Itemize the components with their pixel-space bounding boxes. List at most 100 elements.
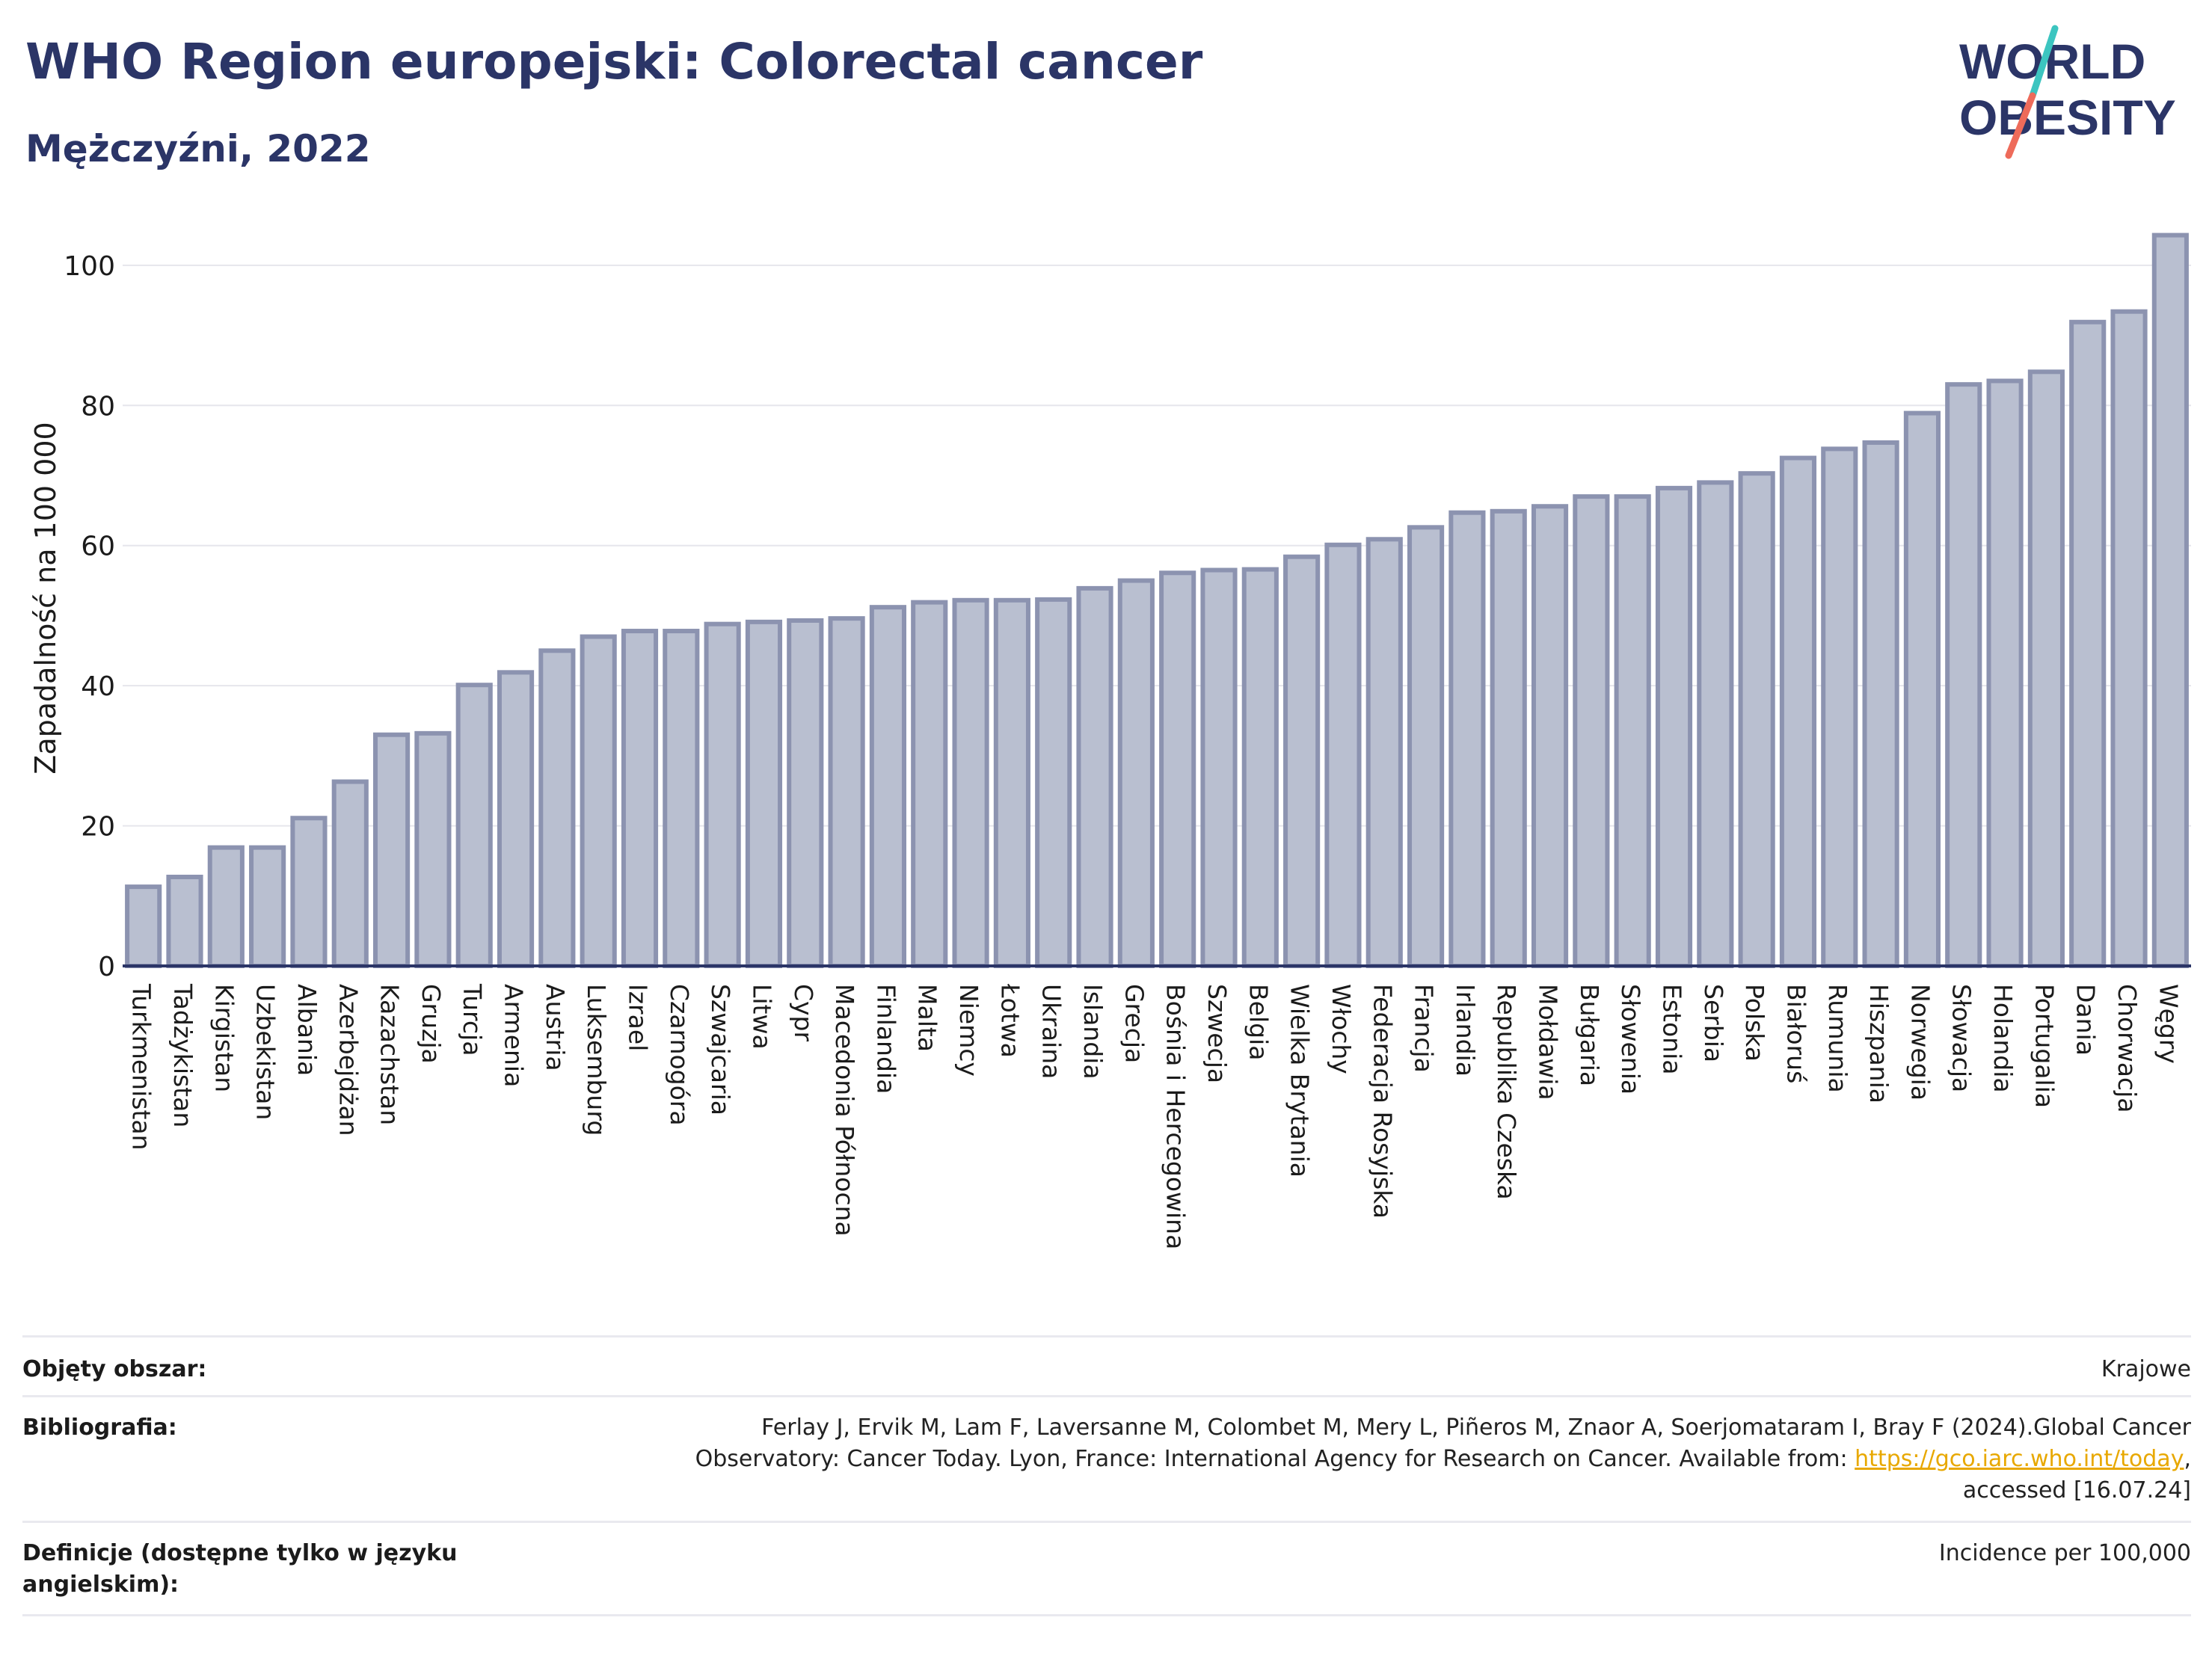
bar xyxy=(373,732,411,968)
x-tick-label: Luksemburg xyxy=(582,984,611,1136)
bar xyxy=(331,779,369,968)
x-tick-label: Łotwa xyxy=(995,983,1024,1058)
chart-title: WHO Region europejski: Colorectal cancer xyxy=(25,33,1203,90)
x-tick-label: Kazachstan xyxy=(375,984,405,1125)
bar xyxy=(745,619,783,968)
x-tick-label: Tadżykistan xyxy=(168,983,197,1127)
bar xyxy=(166,874,203,969)
bar xyxy=(1035,597,1072,968)
footer-label-definitions: Definicje (dostępne tylko w języku angie… xyxy=(22,1540,458,1598)
footer-value-bibliography: Ferlay J, Ervik M, Lam F, Laversanne M, … xyxy=(695,1412,2191,1506)
y-tick-label: 0 xyxy=(98,952,115,982)
bar xyxy=(1117,578,1155,968)
bar xyxy=(1573,494,1610,968)
bar xyxy=(455,683,493,968)
bar xyxy=(1945,382,1982,968)
x-tick-label: Finlandia xyxy=(871,984,900,1094)
x-tick-label: Bułgaria xyxy=(1575,984,1604,1086)
bar xyxy=(1324,542,1362,968)
y-tick-label: 20 xyxy=(81,812,115,843)
bar xyxy=(1531,504,1569,968)
y-tick-label: 60 xyxy=(81,532,115,562)
x-tick-label: Węgry xyxy=(2154,984,2183,1064)
x-tick-label: Izrael xyxy=(624,984,653,1051)
bar xyxy=(621,629,659,968)
x-tick-label: Holandia xyxy=(1988,984,2018,1093)
bar-chart: 0 20 40 60 80 100 Turkmenistan Tadżykistan Kirg… xyxy=(29,233,2191,1249)
chart-subtitle: Mężczyźni, 2022 xyxy=(25,127,371,170)
bar xyxy=(828,616,865,968)
bibliography-line2: Observatory: Cancer Today. Lyon, France:… xyxy=(695,1444,2191,1475)
logo-slash-bottom xyxy=(2005,92,2036,159)
x-tick-label: Irlandia xyxy=(1451,984,1480,1077)
y-tick-labels: 0 20 40 60 80 100 xyxy=(64,251,115,982)
y-tick-label: 100 xyxy=(64,251,115,282)
x-tick-label: Szwecja xyxy=(1202,984,1232,1083)
bar xyxy=(414,730,452,969)
x-tick-label: Wielka Brytania xyxy=(1285,984,1315,1178)
bar xyxy=(1407,525,1445,968)
x-tick-label: Malta xyxy=(913,984,942,1052)
x-tick-label: Gruzja xyxy=(417,984,446,1064)
footer-value-coverage: Krajowe xyxy=(2101,1356,2191,1382)
footer-value-definitions: Incidence per 100,000 xyxy=(1938,1540,2191,1566)
y-axis-label: Zapadalność na 100 000 xyxy=(29,422,62,774)
bar xyxy=(663,629,700,968)
bar xyxy=(1821,446,1858,968)
x-tick-label: Bośnia i Hercegowina xyxy=(1161,984,1191,1249)
footer-label-bibliography: Bibliografia: xyxy=(22,1415,177,1441)
bar xyxy=(1200,567,1238,968)
x-tick-label: Szwajcaria xyxy=(706,984,735,1115)
x-tick-label: Serbia xyxy=(1699,984,1728,1062)
x-tick-label: Mołdawia xyxy=(1534,984,1563,1101)
x-tick-label: Islandia xyxy=(1078,984,1107,1080)
x-tick-label: Austria xyxy=(541,984,570,1071)
x-tick-label: Słowacja xyxy=(1947,984,1976,1092)
x-tick-label: Belgia xyxy=(1244,984,1273,1060)
x-tick-label: Federacja Rosyjska xyxy=(1368,984,1397,1219)
x-tick-label: Norwegia xyxy=(1905,984,1935,1101)
x-tick-label: Portugalia xyxy=(2030,984,2059,1108)
x-tick-label: Azerbejdżan xyxy=(334,984,363,1136)
bar xyxy=(2110,309,2148,968)
x-tick-label: Uzbekistan xyxy=(251,984,280,1120)
bar xyxy=(1365,537,1403,968)
footer-row-definitions: Definicje (dostępne tylko w języku angie… xyxy=(22,1521,2191,1616)
bars xyxy=(125,233,2189,969)
x-tick-label: Słowenia xyxy=(1616,984,1645,1095)
footer-row-bibliography: Bibliografia: Ferlay J, Ervik M, Lam F, … xyxy=(22,1395,2191,1521)
bibliography-line1: Ferlay J, Ervik M, Lam F, Laversanne M, … xyxy=(761,1415,2191,1441)
bibliography-line2-end: , xyxy=(2184,1446,2191,1472)
x-tick-label: Estonia xyxy=(1658,984,1687,1074)
bar xyxy=(911,600,948,968)
y-tick-label: 40 xyxy=(81,671,115,702)
x-tick-label: Turkmenistan xyxy=(127,983,156,1151)
bar xyxy=(125,884,162,969)
x-tick-label: Czarnogóra xyxy=(665,984,694,1126)
bar xyxy=(538,648,576,968)
bibliography-line3: accessed [16.07.24] xyxy=(1962,1477,2191,1503)
bar xyxy=(1655,485,1693,968)
bar xyxy=(1697,480,1734,968)
x-tick-label: Republika Czeska xyxy=(1492,984,1521,1200)
x-tick-label: Albania xyxy=(292,984,322,1076)
bar xyxy=(1903,410,1941,968)
x-tick-label: Litwa xyxy=(747,984,776,1050)
bar xyxy=(1159,570,1196,968)
bar xyxy=(1283,554,1321,968)
bar xyxy=(1779,455,1817,968)
bar xyxy=(869,605,906,968)
x-tick-label: Francja xyxy=(1410,984,1439,1073)
bar xyxy=(207,845,245,968)
x-tick-label: Macedonia Północna xyxy=(830,984,859,1237)
x-tick-label: Polska xyxy=(1740,984,1769,1062)
bar xyxy=(1738,471,1775,968)
bar xyxy=(290,816,328,968)
bibliography-link[interactable]: https://gco.iarc.who.int/today xyxy=(1855,1446,2184,1472)
footer-row-coverage: Objęty obszar: Krajowe xyxy=(22,1335,2191,1395)
world-obesity-logo: WORLD OBESITY xyxy=(1959,25,2176,159)
bar xyxy=(497,670,535,969)
x-tick-labels: Turkmenistan Tadżykistan Kirgistan Uzbekist… xyxy=(127,983,2184,1249)
x-tick-label: Armenia xyxy=(500,984,529,1087)
x-tick-label: Chorwacja xyxy=(2113,984,2142,1112)
